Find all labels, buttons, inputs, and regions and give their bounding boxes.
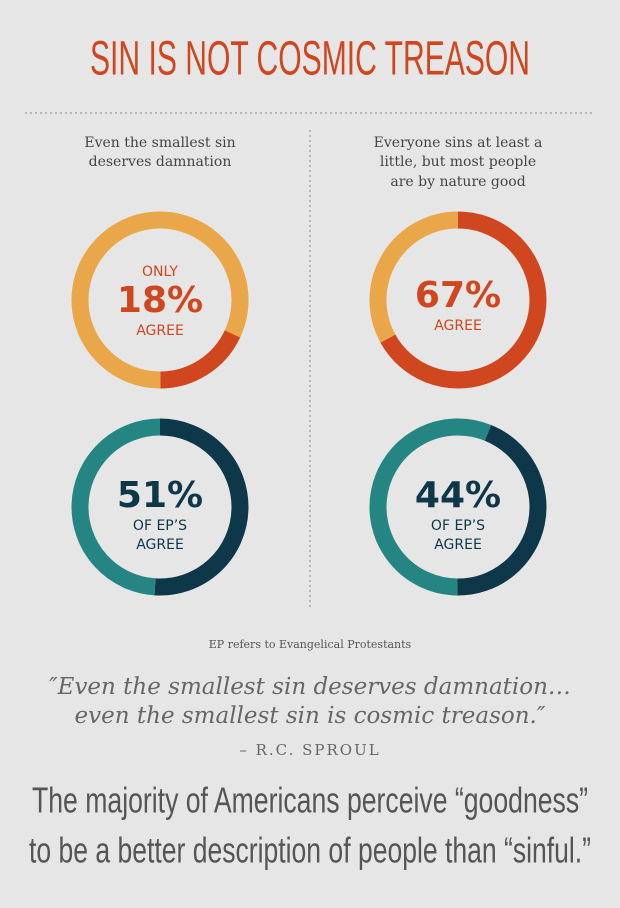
donut-segment: [154, 418, 249, 596]
conclusion: to be a better description of people tha…: [29, 830, 591, 871]
value-label: 51%: [117, 475, 203, 516]
donut-segment: [369, 418, 492, 596]
donut-segment: [457, 424, 547, 596]
center-label: OF EP’S: [133, 518, 187, 534]
donut-segment: [369, 211, 459, 343]
title: SIN IS NOT COSMIC TREASON: [90, 33, 530, 86]
donut-segment: [380, 211, 547, 389]
column-heading: Even the smallest sin: [84, 135, 235, 151]
value-label: 18%: [117, 280, 203, 321]
center-label: AGREE: [136, 537, 184, 553]
center-label: ONLY: [142, 264, 178, 280]
column-heading: Everyone sins at least a: [374, 135, 543, 151]
quote: ″Even the smallest sin deserves damnatio…: [49, 674, 571, 700]
column-heading: are by nature good: [390, 174, 525, 190]
column-heading: little, but most people: [380, 154, 536, 170]
value-label: 44%: [415, 475, 501, 516]
conclusion: The majority of Americans perceive “good…: [32, 780, 588, 821]
donut-segment: [159, 329, 241, 389]
quote: even the smallest sin is cosmic treason.…: [75, 703, 546, 729]
value-label: 67%: [415, 275, 501, 316]
donut-segment: [71, 211, 249, 389]
center-label: AGREE: [434, 537, 482, 553]
center-label: OF EP’S: [431, 518, 485, 534]
footnote: EP refers to Evangelical Protestants: [209, 638, 412, 651]
attribution: – R.C. SPROUL: [239, 741, 380, 759]
donut-segment: [71, 418, 161, 596]
center-label: AGREE: [136, 323, 184, 339]
column-heading: deserves damnation: [89, 154, 232, 170]
center-label: AGREE: [434, 318, 482, 334]
